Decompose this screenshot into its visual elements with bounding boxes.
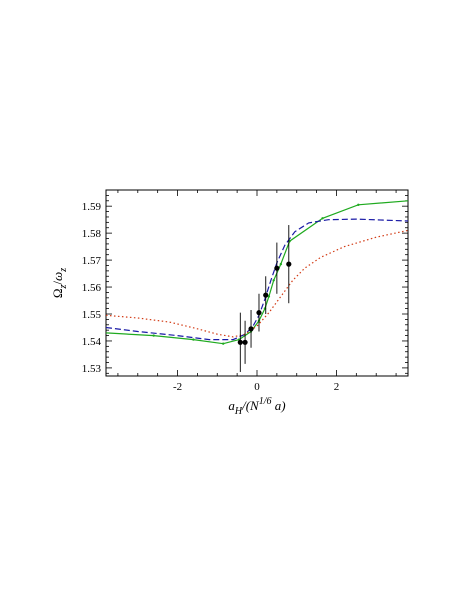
y-tick-label: 1.53	[82, 363, 102, 375]
data-point	[274, 265, 280, 271]
series-marker	[192, 338, 195, 341]
data-point	[256, 310, 262, 316]
series-marker	[152, 334, 155, 337]
y-tick-label: 1.56	[82, 282, 102, 294]
plot-frame	[105, 189, 409, 377]
series-marker	[357, 203, 360, 207]
data-point	[248, 326, 254, 332]
series-marker	[321, 217, 324, 220]
y-tick-label: 1.58	[82, 228, 102, 240]
x-tick-label: 2	[334, 381, 340, 393]
x-axis-title: aH/(N1/6 a)	[228, 396, 285, 417]
y-tick-label: 1.54	[82, 336, 102, 348]
y-tick-label: 1.55	[82, 309, 102, 321]
y-axis-title: Ωz/ωz	[50, 268, 69, 298]
series-marker	[279, 262, 283, 266]
series-marker	[272, 279, 275, 282]
data-point	[237, 339, 243, 345]
series-marker	[222, 342, 225, 345]
series-marker	[267, 295, 271, 298]
y-tick-label: 1.59	[82, 201, 102, 213]
series-line-solid	[105, 200, 409, 345]
data-point	[286, 261, 292, 267]
plot-area: -2 0 2 1.53 1.54 1.55 1.56 1.57 1.58 1.59 aH/(N1/6…	[50, 189, 409, 417]
series-line-dotted	[105, 229, 409, 338]
x-tick-label: 0	[254, 381, 260, 393]
series-line-dashed	[105, 218, 409, 341]
x-tick-label: -2	[173, 381, 182, 393]
data-point	[263, 292, 269, 298]
data-point	[242, 339, 248, 345]
y-tick-label: 1.57	[82, 255, 102, 267]
